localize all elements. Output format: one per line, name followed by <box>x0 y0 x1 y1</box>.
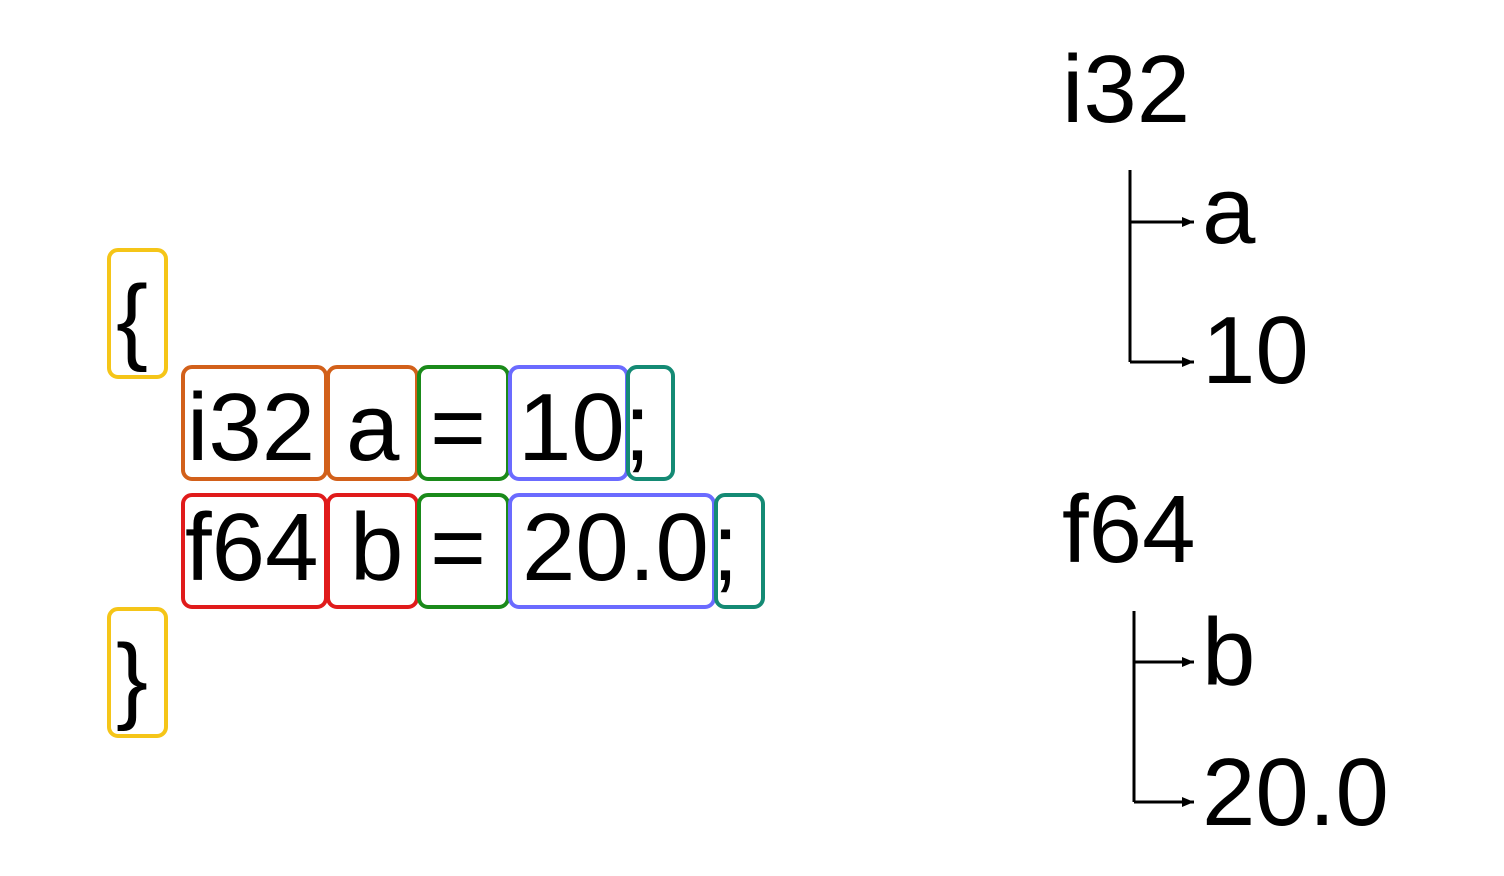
code-line-2: f64 b = 20.0 ; <box>181 493 765 609</box>
name-token: b <box>350 494 403 601</box>
tree-node-i32: i32 a 10 <box>1062 36 1309 404</box>
open-brace: { <box>116 266 148 373</box>
tree-type-label: i32 <box>1062 36 1190 143</box>
code-block: { } i32 a = 10 ; f64 b = 20.0 ; <box>107 248 765 738</box>
tree-value-label: 10 <box>1202 297 1309 404</box>
semicolon-token-box <box>626 365 675 481</box>
code-line-1: i32 a = 10 ; <box>181 365 675 481</box>
tree-type-label: f64 <box>1062 476 1195 583</box>
literal-token: 20.0 <box>522 494 709 601</box>
syntax-tree: i32 a 10 f64 b 20.0 <box>1062 36 1389 846</box>
open-brace-box <box>107 248 168 379</box>
close-brace-box <box>107 607 168 738</box>
semicolon-token: ; <box>712 494 739 601</box>
operator-token: = <box>430 494 486 601</box>
type-token: i32 <box>187 374 315 481</box>
semicolon-token: ; <box>624 374 651 481</box>
operator-token: = <box>430 374 486 481</box>
literal-token: 10 <box>518 374 625 481</box>
semicolon-token-box <box>714 493 765 609</box>
tree-node-f64: f64 b 20.0 <box>1062 476 1389 846</box>
type-token: f64 <box>185 494 318 601</box>
tree-name-label: b <box>1202 599 1255 706</box>
tree-value-label: 20.0 <box>1202 739 1389 846</box>
tree-name-label: a <box>1202 157 1256 264</box>
close-brace: } <box>116 625 148 732</box>
name-token: a <box>346 374 400 481</box>
